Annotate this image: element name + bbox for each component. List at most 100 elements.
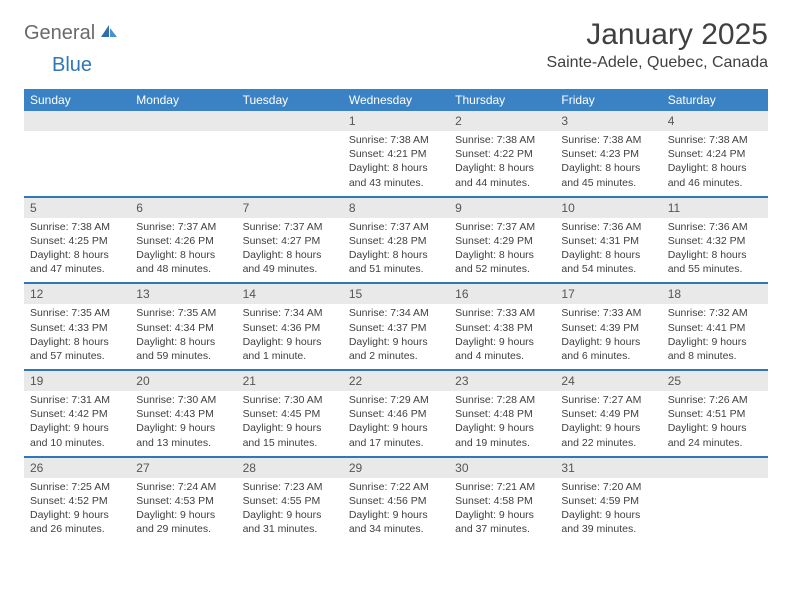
sunset-text: Sunset: 4:34 PM	[136, 321, 230, 335]
day-info: Sunrise: 7:38 AMSunset: 4:22 PMDaylight:…	[449, 131, 555, 196]
daylight-text-1: Daylight: 8 hours	[136, 335, 230, 349]
daylight-text-1: Daylight: 8 hours	[455, 161, 549, 175]
day-info: Sunrise: 7:23 AMSunset: 4:55 PMDaylight:…	[237, 478, 343, 543]
day-number: 16	[449, 284, 555, 304]
daylight-text-2: and 24 minutes.	[668, 436, 762, 450]
day-info: Sunrise: 7:33 AMSunset: 4:38 PMDaylight:…	[449, 304, 555, 369]
day-info: Sunrise: 7:33 AMSunset: 4:39 PMDaylight:…	[555, 304, 661, 369]
daylight-text-1: Daylight: 9 hours	[136, 421, 230, 435]
sunset-text: Sunset: 4:22 PM	[455, 147, 549, 161]
day-info: Sunrise: 7:38 AMSunset: 4:24 PMDaylight:…	[662, 131, 768, 196]
day-number: 27	[130, 458, 236, 478]
sunset-text: Sunset: 4:28 PM	[349, 234, 443, 248]
sunrise-text: Sunrise: 7:37 AM	[243, 220, 337, 234]
day-number: 18	[662, 284, 768, 304]
title-block: January 2025 Sainte-Adele, Quebec, Canad…	[547, 18, 768, 72]
sunrise-text: Sunrise: 7:38 AM	[349, 133, 443, 147]
day-number: 20	[130, 371, 236, 391]
day-number	[237, 111, 343, 131]
daylight-text-2: and 44 minutes.	[455, 176, 549, 190]
day-number: 19	[24, 371, 130, 391]
daylight-text-1: Daylight: 9 hours	[561, 508, 655, 522]
day-info: Sunrise: 7:37 AMSunset: 4:27 PMDaylight:…	[237, 218, 343, 283]
location: Sainte-Adele, Quebec, Canada	[547, 54, 768, 72]
daylight-text-1: Daylight: 9 hours	[349, 421, 443, 435]
daylight-text-2: and 4 minutes.	[455, 349, 549, 363]
daylight-text-1: Daylight: 8 hours	[561, 161, 655, 175]
daylight-text-2: and 17 minutes.	[349, 436, 443, 450]
weekday-col-friday: Friday	[555, 89, 661, 111]
daylight-text-2: and 1 minute.	[243, 349, 337, 363]
daylight-text-2: and 31 minutes.	[243, 522, 337, 536]
sunset-text: Sunset: 4:33 PM	[30, 321, 124, 335]
week-row: 19202122232425Sunrise: 7:31 AMSunset: 4:…	[24, 371, 768, 458]
month-title: January 2025	[547, 18, 768, 52]
calendar: SundayMondayTuesdayWednesdayThursdayFrid…	[24, 89, 768, 542]
day-info: Sunrise: 7:35 AMSunset: 4:33 PMDaylight:…	[24, 304, 130, 369]
day-number: 8	[343, 198, 449, 218]
weekday-col-saturday: Saturday	[662, 89, 768, 111]
sunrise-text: Sunrise: 7:37 AM	[136, 220, 230, 234]
weekday-col-monday: Monday	[130, 89, 236, 111]
day-info: Sunrise: 7:38 AMSunset: 4:23 PMDaylight:…	[555, 131, 661, 196]
day-info: Sunrise: 7:36 AMSunset: 4:32 PMDaylight:…	[662, 218, 768, 283]
sunrise-text: Sunrise: 7:25 AM	[30, 480, 124, 494]
sunrise-text: Sunrise: 7:38 AM	[668, 133, 762, 147]
day-number: 10	[555, 198, 661, 218]
daylight-text-2: and 43 minutes.	[349, 176, 443, 190]
day-number: 25	[662, 371, 768, 391]
sunrise-text: Sunrise: 7:33 AM	[455, 306, 549, 320]
sunset-text: Sunset: 4:24 PM	[668, 147, 762, 161]
day-number: 4	[662, 111, 768, 131]
sunrise-text: Sunrise: 7:33 AM	[561, 306, 655, 320]
daylight-text-1: Daylight: 8 hours	[30, 335, 124, 349]
daylight-text-1: Daylight: 9 hours	[30, 421, 124, 435]
daylight-text-2: and 37 minutes.	[455, 522, 549, 536]
daylight-text-2: and 47 minutes.	[30, 262, 124, 276]
sunset-text: Sunset: 4:53 PM	[136, 494, 230, 508]
daylight-text-2: and 34 minutes.	[349, 522, 443, 536]
sunset-text: Sunset: 4:46 PM	[349, 407, 443, 421]
day-number: 9	[449, 198, 555, 218]
day-info	[24, 131, 130, 196]
daylight-text-1: Daylight: 9 hours	[455, 421, 549, 435]
daylight-text-1: Daylight: 8 hours	[455, 248, 549, 262]
daylight-text-2: and 54 minutes.	[561, 262, 655, 276]
sunset-text: Sunset: 4:38 PM	[455, 321, 549, 335]
week-row: 12131415161718Sunrise: 7:35 AMSunset: 4:…	[24, 284, 768, 371]
weekday-col-thursday: Thursday	[449, 89, 555, 111]
day-info: Sunrise: 7:21 AMSunset: 4:58 PMDaylight:…	[449, 478, 555, 543]
daylight-text-1: Daylight: 9 hours	[668, 335, 762, 349]
day-number: 12	[24, 284, 130, 304]
daylight-text-2: and 51 minutes.	[349, 262, 443, 276]
logo-text-general: General	[24, 22, 95, 45]
logo: General	[24, 22, 121, 45]
daylight-text-1: Daylight: 8 hours	[30, 248, 124, 262]
day-number: 11	[662, 198, 768, 218]
sunset-text: Sunset: 4:36 PM	[243, 321, 337, 335]
sunset-text: Sunset: 4:51 PM	[668, 407, 762, 421]
daylight-text-2: and 15 minutes.	[243, 436, 337, 450]
week-row: 262728293031 Sunrise: 7:25 AMSunset: 4:5…	[24, 458, 768, 543]
daylight-text-2: and 57 minutes.	[30, 349, 124, 363]
day-number: 24	[555, 371, 661, 391]
sunrise-text: Sunrise: 7:34 AM	[349, 306, 443, 320]
sunrise-text: Sunrise: 7:36 AM	[561, 220, 655, 234]
sunset-text: Sunset: 4:41 PM	[668, 321, 762, 335]
daylight-text-1: Daylight: 9 hours	[561, 335, 655, 349]
day-number: 26	[24, 458, 130, 478]
sunrise-text: Sunrise: 7:21 AM	[455, 480, 549, 494]
daylight-text-1: Daylight: 9 hours	[243, 421, 337, 435]
daylight-text-1: Daylight: 9 hours	[349, 508, 443, 522]
weekday-col-sunday: Sunday	[24, 89, 130, 111]
sunrise-text: Sunrise: 7:26 AM	[668, 393, 762, 407]
sunrise-text: Sunrise: 7:35 AM	[136, 306, 230, 320]
day-number	[662, 458, 768, 478]
daylight-text-2: and 2 minutes.	[349, 349, 443, 363]
daylight-text-1: Daylight: 9 hours	[455, 508, 549, 522]
sail-icon	[99, 23, 119, 44]
day-info: Sunrise: 7:38 AMSunset: 4:21 PMDaylight:…	[343, 131, 449, 196]
sunrise-text: Sunrise: 7:22 AM	[349, 480, 443, 494]
sunrise-text: Sunrise: 7:30 AM	[243, 393, 337, 407]
day-number: 28	[237, 458, 343, 478]
